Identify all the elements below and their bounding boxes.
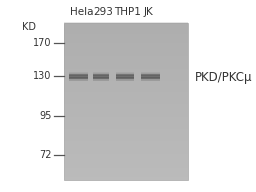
Bar [141, 78, 160, 79]
Bar [93, 73, 109, 74]
Bar [141, 80, 160, 81]
Bar [141, 80, 160, 81]
Text: 95: 95 [39, 111, 52, 121]
Text: JK: JK [144, 7, 154, 17]
Bar [93, 77, 109, 78]
Text: PKD/PKCμ: PKD/PKCμ [195, 71, 252, 84]
Bar [69, 80, 88, 81]
Bar [141, 74, 160, 75]
Bar [141, 78, 160, 79]
Bar [141, 79, 160, 80]
Text: KD: KD [22, 22, 36, 32]
Text: 170: 170 [33, 38, 52, 48]
Bar [69, 77, 88, 78]
Bar [93, 78, 109, 79]
Bar [93, 77, 109, 78]
Bar [69, 78, 88, 79]
Bar [69, 75, 88, 76]
Text: THP1: THP1 [114, 7, 141, 17]
Bar [69, 72, 88, 73]
Bar [116, 80, 134, 81]
Bar [141, 77, 160, 78]
Bar [116, 72, 134, 73]
Bar [116, 73, 134, 74]
Text: Hela: Hela [70, 7, 94, 17]
Bar [69, 77, 88, 78]
Bar [141, 77, 160, 78]
Bar [69, 78, 88, 79]
Bar [64, 23, 188, 180]
Bar [141, 75, 160, 76]
Bar [93, 80, 109, 81]
Bar [93, 78, 109, 79]
Bar [141, 72, 160, 73]
Bar [116, 78, 134, 79]
Bar [116, 76, 134, 77]
Bar [116, 74, 134, 75]
Bar [116, 77, 134, 78]
Bar [93, 74, 109, 75]
Bar [93, 79, 109, 80]
Bar [69, 76, 88, 77]
Bar [141, 74, 160, 75]
Bar [69, 74, 88, 75]
Bar [69, 73, 88, 74]
Text: 293: 293 [94, 7, 114, 17]
Bar [116, 78, 134, 79]
Bar [116, 75, 134, 76]
Bar [116, 80, 134, 81]
Bar [93, 80, 109, 81]
Bar [141, 76, 160, 77]
Bar [93, 74, 109, 75]
Bar [93, 75, 109, 76]
Bar [93, 76, 109, 77]
Text: 72: 72 [39, 150, 52, 160]
Bar [93, 72, 109, 73]
Bar [116, 77, 134, 78]
Bar [116, 74, 134, 75]
Text: 130: 130 [34, 71, 52, 81]
Bar [69, 79, 88, 80]
Bar [69, 80, 88, 81]
Bar [116, 79, 134, 80]
Bar [69, 74, 88, 75]
Bar [141, 73, 160, 74]
